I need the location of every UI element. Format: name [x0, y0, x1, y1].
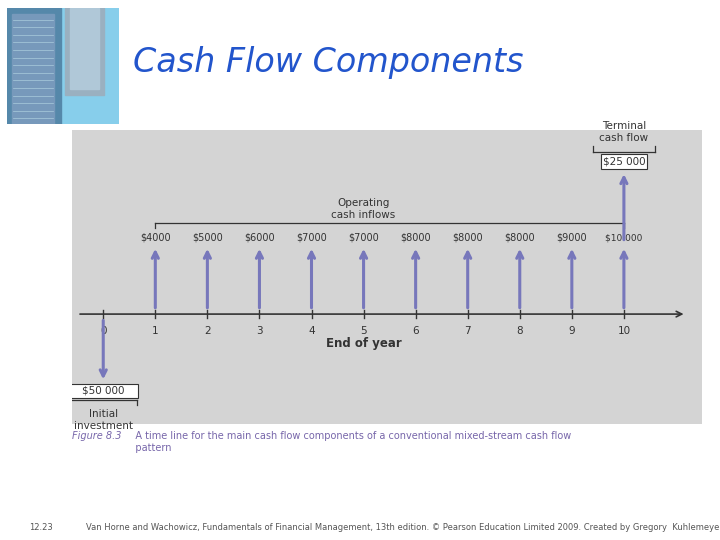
- Text: 5: 5: [360, 326, 367, 336]
- Text: Operating
cash inflows: Operating cash inflows: [331, 198, 396, 220]
- Text: 4: 4: [308, 326, 315, 336]
- Text: $4000: $4000: [140, 233, 171, 243]
- Text: $10 000: $10 000: [606, 234, 642, 243]
- Text: 6: 6: [413, 326, 419, 336]
- Text: 1: 1: [152, 326, 158, 336]
- Text: $8000: $8000: [452, 233, 483, 243]
- Text: $8000: $8000: [505, 233, 535, 243]
- Text: Van Horne and Wachowicz, Fundamentals of Financial Management, 13th edition. © P: Van Horne and Wachowicz, Fundamentals of…: [86, 523, 720, 532]
- Text: 2: 2: [204, 326, 211, 336]
- Text: Figure 8.3: Figure 8.3: [72, 431, 122, 441]
- Text: 7: 7: [464, 326, 471, 336]
- Bar: [66, 8, 104, 95]
- Bar: [70, 8, 99, 89]
- Text: $5000: $5000: [192, 233, 222, 243]
- Text: 9: 9: [569, 326, 575, 336]
- Text: $25 000: $25 000: [603, 157, 645, 167]
- Text: Cash Flow Components: Cash Flow Components: [133, 45, 523, 79]
- Text: Terminal
cash flow: Terminal cash flow: [599, 121, 649, 143]
- Text: Initial
investment: Initial investment: [73, 409, 132, 431]
- Text: End of year: End of year: [325, 337, 402, 350]
- Text: 10: 10: [617, 326, 631, 336]
- FancyBboxPatch shape: [601, 154, 647, 169]
- Text: $6000: $6000: [244, 233, 275, 243]
- Bar: [12, 14, 54, 124]
- Bar: [7, 8, 60, 124]
- Text: A time line for the main cash flow components of a conventional mixed-stream cas: A time line for the main cash flow compo…: [126, 431, 571, 453]
- Text: $50 000: $50 000: [82, 386, 125, 396]
- Text: $9000: $9000: [557, 233, 587, 243]
- FancyBboxPatch shape: [69, 384, 138, 398]
- Text: $8000: $8000: [400, 233, 431, 243]
- Text: 0: 0: [100, 326, 107, 336]
- Text: 3: 3: [256, 326, 263, 336]
- Text: 8: 8: [516, 326, 523, 336]
- Text: 12.23: 12.23: [29, 523, 53, 532]
- Text: $7000: $7000: [348, 233, 379, 243]
- Text: $7000: $7000: [296, 233, 327, 243]
